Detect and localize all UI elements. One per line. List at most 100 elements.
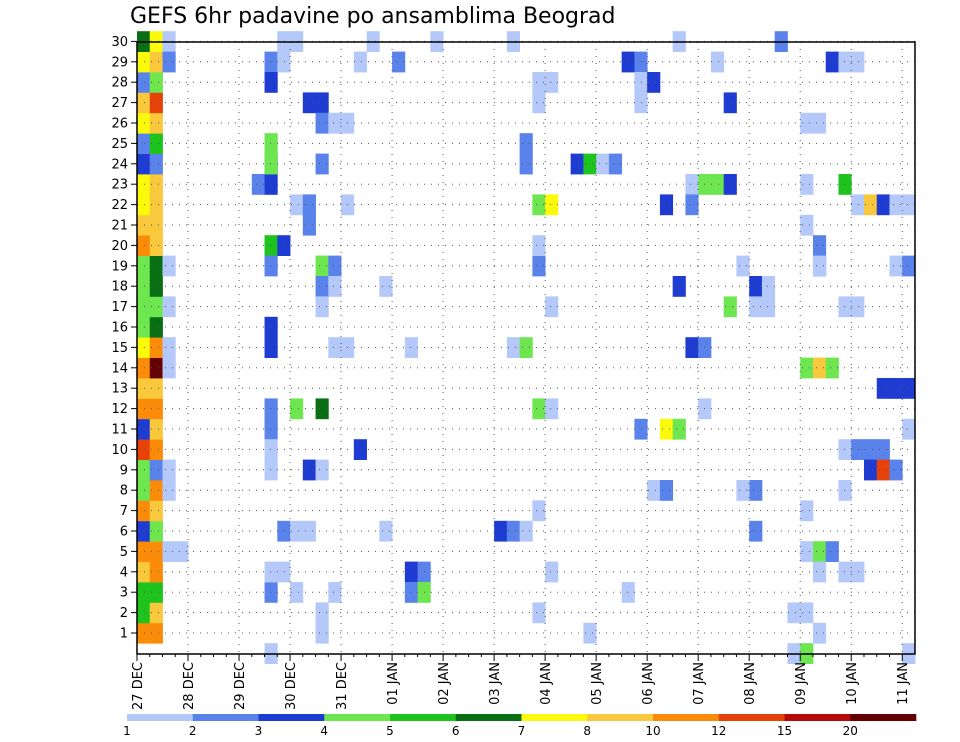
- heatmap-cell: [800, 357, 814, 379]
- y-tick-label: 14: [111, 361, 128, 376]
- y-tick-label: 12: [111, 402, 128, 417]
- heatmap-cell: [851, 51, 865, 73]
- x-tick-label: 10 JAN: [845, 662, 860, 705]
- heatmap-cell: [315, 255, 329, 277]
- heatmap-cells: [137, 31, 916, 664]
- y-tick-label: 2: [120, 606, 128, 621]
- heatmap-cell: [761, 276, 776, 297]
- heatmap-cell: [876, 194, 890, 216]
- colorbar-label: 10: [645, 724, 660, 738]
- heatmap-cell: [392, 51, 406, 73]
- heatmap-cell: [137, 541, 151, 562]
- heatmap-cell: [761, 296, 776, 318]
- y-tick-label: 15: [111, 341, 128, 356]
- heatmap-cell: [149, 418, 163, 440]
- heatmap-cell: [137, 276, 151, 297]
- heatmap-cell: [902, 418, 916, 440]
- heatmap-cell: [137, 582, 151, 603]
- heatmap-cell: [838, 51, 852, 73]
- x-axis-ticks: 27 DEC 28 DEC 29 DEC 30 DEC 31 DEC 01 JAN 02 J…: [131, 654, 911, 710]
- heatmap-cell: [902, 378, 916, 399]
- heatmap-cell: [264, 316, 278, 338]
- heatmap-cell: [723, 296, 737, 318]
- heatmap-cell: [672, 418, 686, 440]
- y-tick-label: 13: [111, 382, 128, 397]
- heatmap-cell: [838, 439, 852, 460]
- heatmap-cell: [825, 541, 839, 562]
- heatmap-cell: [889, 255, 903, 277]
- y-tick-label: 28: [111, 76, 128, 91]
- y-tick-label: 24: [111, 157, 128, 172]
- heatmap-cell: [137, 112, 151, 134]
- heatmap-cell: [800, 602, 814, 624]
- x-tick-label: 03 JAN: [488, 662, 503, 705]
- heatmap-cell: [264, 235, 278, 256]
- heatmap-cell: [302, 214, 316, 236]
- y-tick-label: 16: [111, 321, 128, 336]
- heatmap-cell: [545, 561, 559, 583]
- heatmap-cell: [532, 72, 546, 93]
- heatmap-cell: [353, 51, 367, 73]
- heatmap-cell: [175, 541, 189, 562]
- colorbar-segment: [718, 714, 785, 721]
- y-tick-label: 10: [111, 443, 128, 458]
- y-tick-label: 9: [120, 463, 128, 478]
- heatmap-cell: [137, 520, 151, 542]
- heatmap-cell: [137, 51, 151, 73]
- heatmap-cell: [137, 174, 151, 195]
- x-tick-label: 04 JAN: [539, 662, 554, 705]
- heatmap-cell: [149, 541, 163, 562]
- heatmap-cell: [621, 582, 635, 603]
- heatmap-cell: [149, 337, 163, 358]
- heatmap-cell: [149, 439, 163, 460]
- heatmap-cell: [149, 459, 163, 481]
- heatmap-cell: [672, 276, 686, 297]
- x-tick-label: 05 JAN: [590, 662, 605, 705]
- heatmap-cell: [264, 337, 278, 358]
- heatmap-cell: [315, 622, 329, 644]
- heatmap-cell: [162, 480, 176, 501]
- heatmap-cell: [863, 439, 878, 460]
- heatmap-cell: [277, 561, 291, 583]
- heatmap-cell: [302, 194, 316, 216]
- heatmap-cell: [519, 133, 533, 154]
- heatmap-cell: [404, 582, 418, 603]
- heatmap-cell: [532, 92, 546, 114]
- heatmap-cell: [634, 51, 648, 73]
- heatmap-cell: [621, 51, 635, 73]
- y-tick-label: 6: [120, 525, 128, 540]
- y-tick-label: 30: [111, 35, 128, 50]
- heatmap-cell: [532, 255, 546, 277]
- heatmap-cell: [812, 112, 827, 134]
- heatmap-cell: [315, 276, 329, 297]
- heatmap-cell: [277, 520, 291, 542]
- heatmap-cell: [251, 174, 265, 195]
- heatmap-cell: [162, 296, 176, 318]
- x-tick-label: 07 JAN: [692, 662, 707, 705]
- heatmap-cell: [838, 480, 852, 501]
- heatmap-cell: [315, 459, 329, 481]
- heatmap-cell: [149, 378, 163, 399]
- colorbar-label: 7: [518, 724, 526, 738]
- heatmap-cell: [812, 561, 827, 583]
- heatmap-cell: [162, 51, 176, 73]
- heatmap-cell: [328, 582, 342, 603]
- x-tick-label: 08 JAN: [743, 662, 758, 705]
- heatmap-cell: [162, 541, 176, 562]
- heatmap-cell: [749, 480, 763, 501]
- heatmap-cell: [812, 622, 827, 644]
- colorbar-segment: [587, 714, 654, 721]
- heatmap-cell: [647, 480, 661, 501]
- heatmap-cell: [494, 520, 508, 542]
- x-tick-label: 01 JAN: [386, 662, 401, 705]
- heatmap-cell: [506, 337, 521, 358]
- colorbar-label: 3: [255, 724, 263, 738]
- y-tick-label: 18: [111, 280, 128, 295]
- heatmap-cell: [659, 194, 674, 216]
- heatmap-cell: [800, 112, 814, 134]
- heatmap-cell: [812, 357, 827, 379]
- heatmap-cell: [851, 561, 865, 583]
- heatmap-cell: [149, 622, 163, 644]
- y-tick-label: 11: [111, 423, 128, 438]
